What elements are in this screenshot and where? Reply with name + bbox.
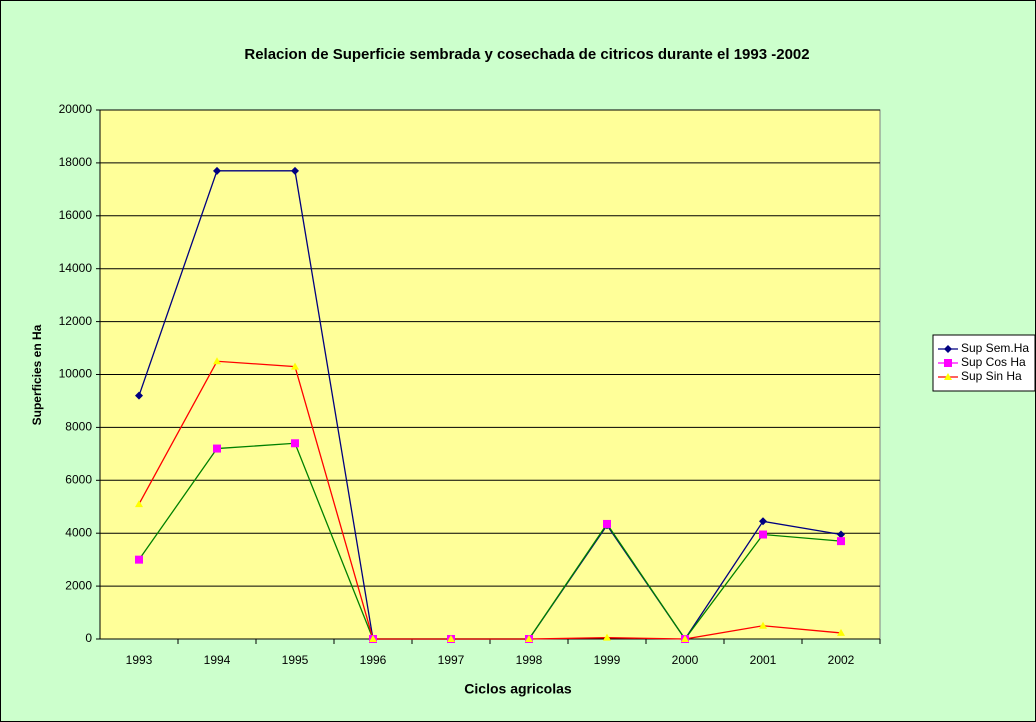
data-point [213, 357, 221, 365]
x-tick-label: 2000 [672, 653, 699, 667]
y-tick-label: 10000 [59, 367, 93, 381]
x-tick-label: 1997 [438, 653, 465, 667]
data-point [837, 628, 845, 636]
data-point [603, 519, 611, 528]
y-tick-label: 8000 [65, 420, 92, 434]
data-point [681, 635, 689, 642]
data-point [759, 621, 767, 629]
y-tick-label: 18000 [59, 155, 93, 169]
data-point [135, 391, 143, 400]
y-tick-label: 0 [85, 631, 92, 645]
y-tick-label: 20000 [59, 102, 93, 116]
data-point [837, 537, 845, 546]
y-tick-label: 16000 [59, 208, 93, 222]
x-tick-label: 2001 [750, 653, 777, 667]
data-point [759, 517, 767, 526]
x-tick-label: 1998 [516, 653, 543, 667]
legend-marker [944, 345, 952, 353]
data-point [525, 635, 533, 642]
y-tick-label: 6000 [65, 472, 92, 486]
y-tick-label: 14000 [59, 261, 93, 275]
y-tick-label: 4000 [65, 525, 92, 539]
x-tick-label: 1993 [126, 653, 153, 667]
data-point [213, 444, 221, 453]
data-point [135, 555, 143, 564]
legend-label: Sup Cos Ha [961, 355, 1026, 369]
data-point [291, 439, 299, 448]
x-tick-label: 1996 [360, 653, 387, 667]
data-point [135, 500, 143, 508]
legend-label: Sup Sin Ha [961, 369, 1022, 383]
legend-marker [944, 359, 952, 367]
data-point [759, 530, 767, 539]
y-tick-label: 12000 [59, 314, 93, 328]
legend-marker [944, 373, 952, 380]
x-tick-label: 1999 [594, 653, 621, 667]
data-point [369, 635, 377, 642]
y-axis-label: Superficies en Ha [30, 324, 44, 425]
x-axis-label: Ciclos agricolas [464, 681, 572, 697]
x-tick-label: 1995 [282, 653, 309, 667]
data-point [291, 166, 299, 175]
series-line [138, 360, 842, 640]
x-tick-label: 1994 [204, 653, 231, 667]
x-tick-label: 2002 [828, 653, 855, 667]
data-point [213, 166, 221, 175]
legend-label: Sup Sem.Ha [961, 341, 1029, 355]
chart-title: Relacion de Superficie sembrada y cosech… [244, 46, 809, 63]
data-point [291, 362, 299, 370]
data-point [603, 633, 611, 641]
data-point [447, 635, 455, 642]
y-tick-label: 2000 [65, 578, 92, 592]
data-point [837, 530, 845, 539]
